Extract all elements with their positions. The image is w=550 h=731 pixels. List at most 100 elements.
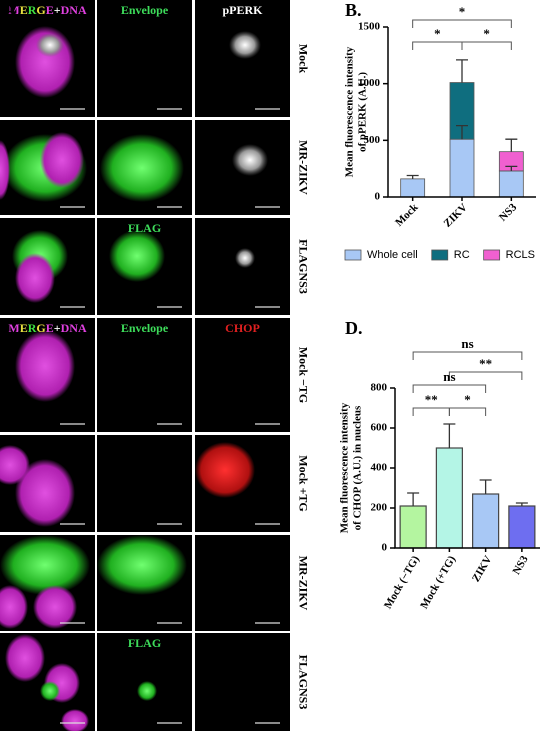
y-tick-label: 1000 <box>358 77 381 89</box>
cell <box>229 31 261 59</box>
significance-label: * <box>459 4 466 19</box>
bar-segment <box>400 178 426 198</box>
y-tick-label: 400 <box>371 462 388 474</box>
x-tick-label: Mock (+TG) <box>418 553 458 610</box>
significance-bracket <box>412 19 512 28</box>
row-label: Mock <box>296 44 310 74</box>
row-label: Mock −TG <box>296 347 310 404</box>
cell <box>40 132 84 188</box>
error-bar <box>515 502 528 506</box>
y-tick-label: 800 <box>371 382 388 394</box>
significance-bracket <box>448 371 523 380</box>
cell <box>0 535 90 595</box>
column-header: CHOP <box>225 321 260 335</box>
significance-bracket <box>412 384 487 393</box>
cell <box>5 634 45 682</box>
row-label: Mock +TG <box>296 455 310 512</box>
significance-label: * <box>483 26 490 41</box>
legend-label: RC <box>454 249 470 261</box>
x-tick-label: NS3 <box>510 553 530 576</box>
bar <box>435 447 463 549</box>
panel-label: D. <box>345 318 363 338</box>
row-label: FLAGNS3 <box>296 239 310 294</box>
error-bar <box>456 124 468 140</box>
inset-label: FLAG <box>128 221 161 235</box>
bar-segment <box>498 170 524 198</box>
error-bar <box>407 492 420 506</box>
cell <box>97 535 187 595</box>
column-header: MERGE+DNA <box>8 321 87 335</box>
bar <box>508 505 536 549</box>
error-bar <box>479 479 492 494</box>
significance-bracket <box>412 351 523 360</box>
column-header: Envelope <box>121 3 169 17</box>
x-tick-label: Mock <box>393 201 421 229</box>
axes <box>387 27 536 198</box>
cell <box>235 248 255 268</box>
legend-swatch <box>483 249 501 261</box>
significance-bracket <box>461 41 512 50</box>
y-tick-label: 200 <box>371 502 388 514</box>
x-tick-label: Mock (−TG) <box>382 553 422 610</box>
significance-label: ns <box>443 369 455 384</box>
cell <box>61 709 89 731</box>
significance-bracket <box>412 41 463 50</box>
cell <box>137 681 157 701</box>
micrograph <box>97 318 192 432</box>
cell <box>33 585 77 629</box>
cell <box>40 681 60 701</box>
panel-label: B. <box>345 0 362 20</box>
micrograph <box>195 535 290 631</box>
panel-label: C. <box>4 318 22 338</box>
micrograph <box>97 435 192 532</box>
y-axis-label: of CHOP (A.U.) in nucleus <box>352 405 364 530</box>
significance-bracket <box>448 407 487 416</box>
y-tick-label: 0 <box>382 542 388 554</box>
error-bar <box>456 59 468 83</box>
cell <box>15 459 75 527</box>
column-header: MERGE+DNA <box>8 3 87 17</box>
row-label: MR-ZIKV <box>296 140 310 195</box>
significance-label: * <box>434 26 441 41</box>
cell <box>0 585 28 629</box>
cell <box>100 134 184 202</box>
y-axis-label: of pPERK (A.U.) <box>357 72 369 152</box>
significance-label: ns <box>461 336 473 351</box>
inset-label: FLAG <box>128 636 161 650</box>
cell <box>232 144 268 176</box>
micrograph <box>97 0 192 117</box>
axes <box>394 388 540 549</box>
significance-bracket <box>412 407 450 416</box>
y-axis-label: Mean fluorescence intensity <box>339 402 351 533</box>
x-tick-label: ZIKV <box>470 554 494 584</box>
y-tick-label: 500 <box>364 134 381 146</box>
bar <box>399 505 427 549</box>
y-tick-label: 1500 <box>358 21 381 33</box>
micrograph <box>195 318 290 432</box>
cell <box>15 253 55 303</box>
column-header: Envelope <box>121 321 169 335</box>
legend-swatch <box>431 249 449 261</box>
x-tick-label: NS3 <box>497 201 520 224</box>
y-tick-label: 0 <box>375 191 381 203</box>
row-label: FLAGNS3 <box>296 655 310 710</box>
column-header: pPERK <box>222 3 263 17</box>
panel-label: A. <box>4 0 22 20</box>
error-bar <box>505 165 518 171</box>
cell <box>109 230 165 282</box>
bar-segment <box>449 138 475 198</box>
micrograph <box>195 633 290 731</box>
significance-label: ** <box>479 356 492 371</box>
y-tick-label: 600 <box>371 422 388 434</box>
significance-label: * <box>464 392 471 407</box>
error-bar <box>505 138 518 152</box>
row-label: MR-ZIKV <box>296 556 310 611</box>
error-bar <box>406 174 419 179</box>
legend-swatch <box>344 249 362 261</box>
error-bar <box>443 423 456 448</box>
legend-label: Whole cell <box>367 249 418 261</box>
legend-label: RCLS <box>506 249 535 261</box>
bar <box>472 493 500 549</box>
y-axis-label: Mean fluorescence intensity <box>344 46 356 177</box>
